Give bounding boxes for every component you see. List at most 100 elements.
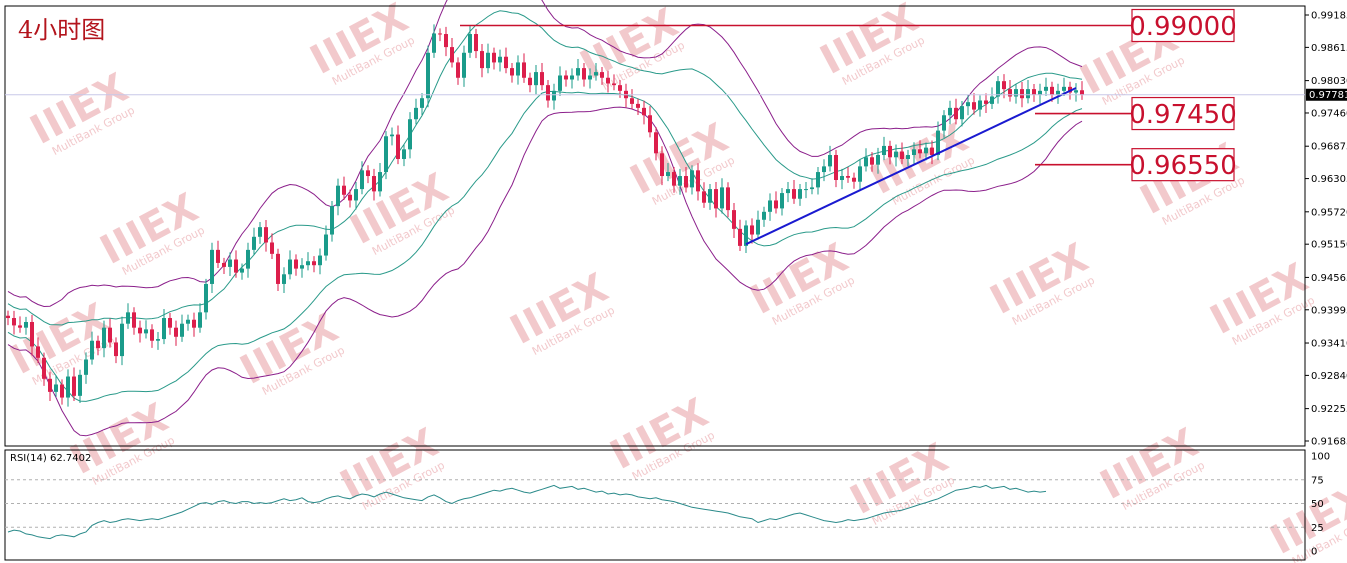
candle-body xyxy=(810,187,814,190)
candle-body xyxy=(258,227,262,237)
candle xyxy=(948,100,952,125)
candle-body xyxy=(336,185,340,207)
candle xyxy=(732,203,736,238)
candle-body xyxy=(366,170,370,177)
candle-body xyxy=(666,172,670,177)
candle-body xyxy=(546,85,550,101)
upper-inner-band xyxy=(7,10,1083,326)
candle-body xyxy=(66,376,70,398)
candle xyxy=(60,379,64,405)
candle xyxy=(252,227,256,255)
candle xyxy=(702,182,706,208)
candle xyxy=(768,193,772,221)
candle-body xyxy=(222,262,226,267)
candle xyxy=(672,166,676,193)
candle-body xyxy=(120,323,124,357)
candle xyxy=(984,93,988,113)
price-tick-label: 0.91685 xyxy=(1311,437,1347,448)
candle-body xyxy=(240,268,244,273)
candle-body xyxy=(894,151,898,158)
candle-body xyxy=(564,75,568,80)
candle-body xyxy=(990,96,994,104)
candle xyxy=(384,131,388,180)
candle xyxy=(996,76,1000,104)
candle xyxy=(774,191,778,214)
candle-body xyxy=(870,157,874,165)
candle xyxy=(330,201,334,242)
candle-body xyxy=(312,261,316,266)
candle-body xyxy=(1008,89,1012,97)
candle-body xyxy=(684,176,688,188)
candle-body xyxy=(108,327,112,343)
chart-title: 4小时图 xyxy=(18,16,106,44)
current-price-box xyxy=(1306,88,1347,101)
candle xyxy=(888,140,892,165)
candle-body xyxy=(834,155,838,181)
candle-body xyxy=(96,340,100,349)
candle-body xyxy=(636,103,640,108)
bollinger-bands xyxy=(7,0,1083,437)
candle-body xyxy=(444,34,448,48)
candle xyxy=(558,66,562,96)
candle xyxy=(762,206,766,227)
candle-body xyxy=(828,155,832,167)
candle xyxy=(120,316,124,366)
candle-body xyxy=(402,149,406,159)
candle xyxy=(420,93,424,115)
candle xyxy=(48,371,52,401)
candle xyxy=(720,178,724,214)
candle xyxy=(510,62,514,83)
candle xyxy=(1044,77,1048,96)
candle-body xyxy=(234,259,238,273)
candle-body xyxy=(846,176,850,178)
candle xyxy=(1026,80,1030,104)
candle-body xyxy=(204,283,208,313)
candle xyxy=(108,318,112,348)
candle-body xyxy=(534,72,538,86)
level-box xyxy=(1131,96,1235,131)
candle xyxy=(432,24,436,58)
rsi-tick-label: 0 xyxy=(1311,547,1317,558)
candle xyxy=(834,149,838,188)
candle-body xyxy=(198,312,202,328)
candle-body xyxy=(540,72,544,86)
candle-body xyxy=(348,194,352,201)
candle-body xyxy=(996,81,1000,97)
candle xyxy=(150,324,154,348)
candle-body xyxy=(360,170,364,190)
level-box xyxy=(1131,148,1235,182)
candle xyxy=(792,180,796,204)
candle-body xyxy=(276,253,280,284)
level-marker: 0.99000 xyxy=(460,8,1237,43)
candle xyxy=(306,252,310,271)
candle-body xyxy=(690,170,694,188)
candle-body xyxy=(792,189,796,199)
candle-body xyxy=(804,189,808,191)
candle-body xyxy=(510,68,514,76)
candle-body xyxy=(486,52,490,69)
candle-body xyxy=(480,51,484,69)
candle-body xyxy=(306,261,310,266)
candle xyxy=(648,106,652,138)
candle-body xyxy=(270,242,274,254)
candle-body xyxy=(156,339,160,341)
candle xyxy=(630,89,634,110)
candle xyxy=(870,152,874,172)
candle-body xyxy=(972,102,976,110)
level-label: 0.96550 xyxy=(1129,151,1237,181)
candle xyxy=(1080,81,1084,100)
candle-body xyxy=(750,225,754,235)
candle xyxy=(528,72,532,93)
candle-body xyxy=(138,327,142,334)
current-price-label: 0.97781 xyxy=(1309,90,1347,101)
candle-body xyxy=(912,149,916,156)
candle-body xyxy=(852,177,856,182)
price-levels: 0.99000 0.97450 0.96550 xyxy=(460,8,1237,182)
